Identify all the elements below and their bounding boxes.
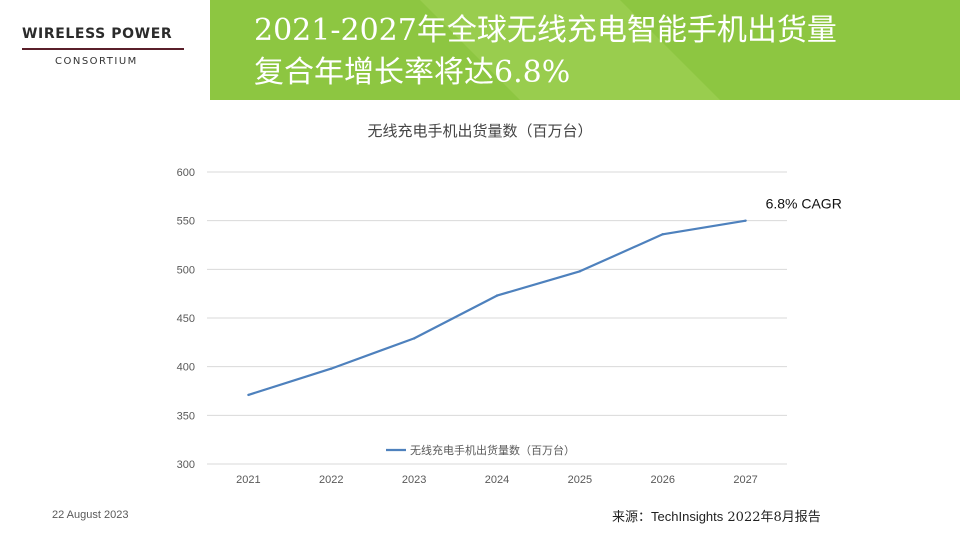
logo-divider: [22, 48, 184, 50]
footer-source: 来源：TechInsights 2022年8月报告: [612, 506, 821, 525]
x-tick-label: 2023: [402, 474, 426, 486]
header-stripe: [420, 0, 720, 100]
y-tick-label: 450: [177, 313, 195, 325]
x-tick-label: 2027: [733, 474, 757, 486]
x-tick-label: 2022: [319, 474, 343, 486]
line-chart: 无线充电手机出货量数（百万台） 300 350 400 450 500 550 600 2021…: [177, 122, 842, 486]
chart-title: 无线充电手机出货量数（百万台）: [367, 122, 592, 140]
y-tick-label: 300: [177, 459, 195, 471]
data-point: [578, 270, 582, 273]
data-point: [744, 219, 747, 222]
y-tick-label: 350: [177, 410, 195, 422]
footer-date: 22 August 2023: [52, 509, 129, 521]
y-tick-label: 400: [177, 362, 195, 374]
x-tick-label: 2026: [650, 474, 674, 486]
data-point: [330, 367, 333, 370]
data-point: [495, 294, 499, 297]
source-suffix: 2022年8月报告: [723, 510, 821, 525]
x-tick-label: 2021: [236, 474, 260, 486]
logo-subtitle: CONSORTIUM: [55, 56, 138, 67]
page-title: 2021-2027年全球无线充电智能手机出货量 复合年增长率将达6.8%: [254, 10, 954, 94]
y-tick-label: 600: [177, 167, 195, 179]
logo: WIRELESS POWER CONSORTIUM: [0, 0, 210, 100]
header-banner: WIRELESS POWER CONSORTIUM 2021-2027年全球无线…: [0, 0, 960, 100]
x-tick-label: 2024: [485, 474, 509, 486]
y-tick-label: 500: [177, 264, 195, 276]
source-brand: TechInsights: [651, 509, 724, 524]
data-point: [661, 233, 664, 236]
chart-area: 无线充电手机出货量数（百万台） 300 350 400 450 500 550 600 2021…: [0, 100, 960, 500]
page-title-line-1: 2021-2027年全球无线充电智能手机出货量: [254, 13, 837, 48]
data-point: [247, 393, 250, 397]
legend-label: 无线充电手机出货量数（百万台）: [410, 443, 575, 457]
x-tick-label: 2025: [568, 474, 592, 486]
data-point: [412, 337, 416, 340]
logo-title: WIRELESS POWER: [22, 26, 173, 42]
cagr-annotation: 6.8% CAGR: [766, 196, 842, 212]
page-title-line-2: 复合年增长率将达6.8%: [254, 55, 571, 90]
source-prefix: 来源：: [612, 510, 652, 525]
series-line: [248, 219, 746, 396]
y-tick-label: 550: [177, 216, 195, 228]
